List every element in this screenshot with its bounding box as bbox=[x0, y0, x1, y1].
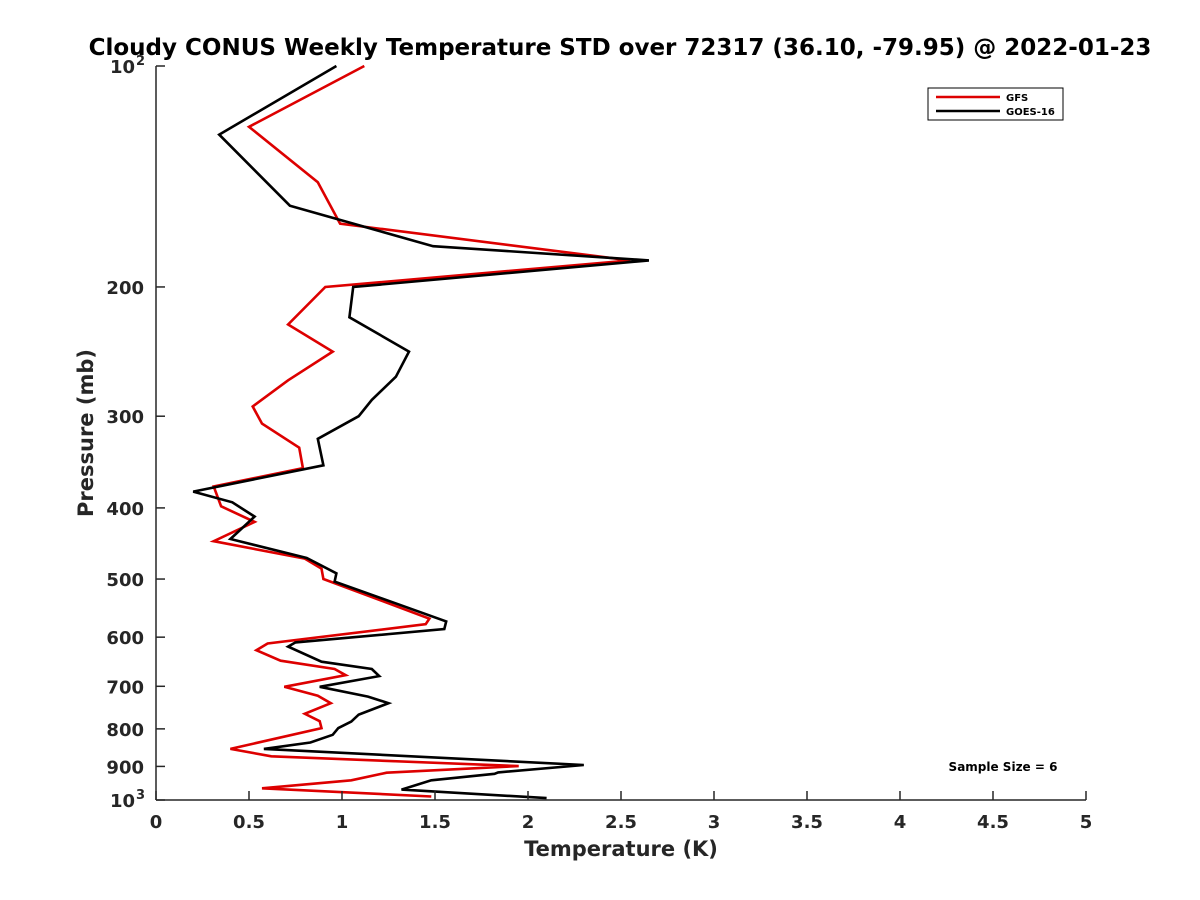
y-tick-exponent: 3 bbox=[136, 788, 145, 803]
x-tick-label: 0.5 bbox=[233, 812, 265, 833]
y-tick-label: 200 bbox=[106, 278, 144, 299]
y-tick-label: 400 bbox=[106, 499, 144, 520]
legend-label-gfs: GFS bbox=[1006, 93, 1028, 104]
sample-size-annotation: Sample Size = 6 bbox=[949, 760, 1058, 774]
y-tick-label: 700 bbox=[106, 677, 144, 698]
y-tick-label: 300 bbox=[106, 407, 144, 428]
x-tick-label: 4.5 bbox=[977, 812, 1009, 833]
legend-box bbox=[927, 87, 1064, 121]
y-tick-label: 10 bbox=[110, 57, 135, 78]
x-tick-label: 5 bbox=[1080, 812, 1093, 833]
series-line-gfs bbox=[209, 64, 631, 798]
y-tick-label: 900 bbox=[106, 757, 144, 778]
y-axis-label: Pressure (mb) bbox=[74, 349, 98, 517]
x-tick-label: 1.5 bbox=[419, 812, 451, 833]
y-tick-exponent: 2 bbox=[136, 54, 145, 69]
series-line-goes16 bbox=[192, 64, 650, 800]
chart-title: Cloudy CONUS Weekly Temperature STD over… bbox=[89, 35, 1152, 61]
y-tick-label: 800 bbox=[106, 720, 144, 741]
x-tick-label: 0 bbox=[150, 812, 163, 833]
x-tick-label: 3 bbox=[708, 812, 721, 833]
x-tick-label: 2.5 bbox=[605, 812, 637, 833]
x-tick-label: 1 bbox=[336, 812, 349, 833]
y-tick-label: 10 bbox=[110, 791, 135, 812]
legend: GFS GOES-16 bbox=[927, 87, 1064, 121]
x-ticks: 0 0.5 1 1.5 2 2.5 3 3.5 4 4.5 5 bbox=[150, 791, 1093, 833]
x-tick-label: 4 bbox=[894, 812, 907, 833]
x-tick-label: 2 bbox=[522, 812, 535, 833]
legend-label-goes16: GOES-16 bbox=[1006, 107, 1055, 118]
plot-lines bbox=[192, 64, 650, 800]
x-axis-label: Temperature (K) bbox=[524, 837, 718, 861]
x-tick-label: 3.5 bbox=[791, 812, 823, 833]
y-tick-label: 500 bbox=[106, 570, 144, 591]
y-tick-label: 600 bbox=[106, 628, 144, 649]
